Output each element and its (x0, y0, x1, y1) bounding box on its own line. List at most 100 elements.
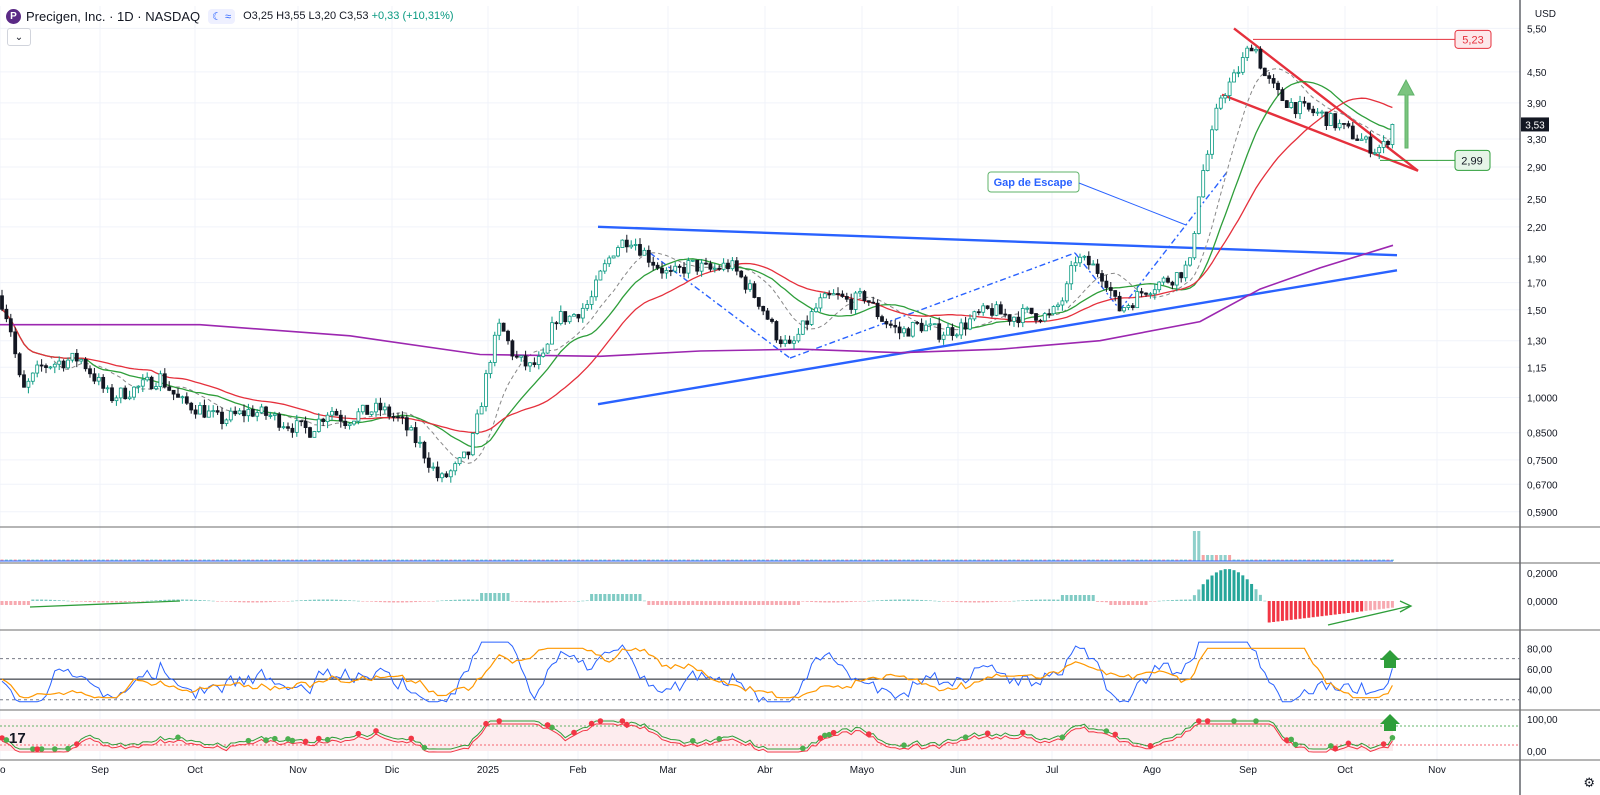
session-pill[interactable]: ☾ ≈ (208, 8, 236, 24)
volume-bar (590, 559, 594, 561)
x-tick-label: go (0, 765, 6, 776)
volume-bar (185, 559, 189, 561)
candle-body (1258, 48, 1263, 69)
candle-body (1364, 136, 1368, 140)
oscillator-bar (1254, 589, 1258, 601)
candle-body (1122, 307, 1126, 312)
volume-bar (836, 559, 840, 561)
candle-body (404, 417, 409, 431)
volume-bar (554, 559, 558, 561)
oscillator-bar (233, 601, 237, 603)
volume-bar (1184, 559, 1188, 561)
volume-bar (1104, 559, 1108, 561)
candle-body (1183, 264, 1188, 279)
volume-bar (634, 559, 638, 561)
oscillator-bar (744, 601, 748, 605)
volume-bar (700, 559, 704, 561)
candle-body (374, 402, 378, 413)
candle-body (290, 427, 295, 433)
tradingview-logo[interactable]: 17 (9, 730, 26, 747)
axes: 5,50 4,50 3,90 3,30 2,90 2,50 2,20 1,90 1,70 1,50… (0, 24, 1558, 776)
candle-body (809, 311, 814, 325)
oscillator-bar (572, 601, 576, 602)
oscillator-bar (453, 599, 457, 601)
candle-body (44, 365, 48, 368)
candle-body (4, 308, 9, 320)
candle-body (1157, 281, 1162, 291)
volume-bar (1148, 559, 1152, 561)
candle-body (220, 411, 224, 424)
candle-body (651, 261, 656, 266)
volume-bar (770, 559, 774, 561)
oscillator-bar (1104, 601, 1108, 603)
x-tick-label: Oct (1337, 765, 1353, 776)
volume-bar (818, 559, 822, 561)
oscillator-bar (1360, 601, 1364, 612)
oscillator-bar (145, 600, 149, 602)
oscillator-bar (911, 599, 915, 601)
volume-bar (1157, 559, 1161, 561)
volume-bar (933, 559, 937, 561)
volume-bar (1008, 559, 1012, 561)
oscillator-bar (268, 601, 272, 603)
candle-body (629, 244, 634, 248)
candle-body (250, 409, 255, 417)
volume-bar (713, 559, 717, 561)
candle-body (88, 368, 92, 375)
volume-bar (132, 559, 136, 561)
volume-bar (840, 559, 844, 561)
candle-body (1073, 262, 1078, 267)
oscillator-bar (1263, 600, 1267, 602)
oscillator-bar (1258, 594, 1262, 601)
volume-bar (229, 559, 233, 561)
candle-body (176, 393, 180, 398)
candle-body (127, 396, 132, 400)
oscillator-bar (1307, 601, 1311, 618)
candle-body (594, 279, 598, 298)
candle-body (932, 323, 937, 326)
candle-body (162, 373, 167, 388)
currency-label[interactable]: USD (1534, 9, 1556, 20)
candle-body (1166, 277, 1170, 283)
candle-body (664, 270, 669, 274)
moon-icon: ☾ ≈ (212, 10, 232, 23)
volume-bar (1214, 555, 1218, 561)
candle-body (1034, 313, 1038, 321)
candle-body (215, 410, 220, 413)
collapse-button[interactable]: ⌄ (7, 28, 31, 46)
oscillator-bar (1333, 601, 1337, 615)
volume-bar (396, 559, 400, 561)
volume-bar (1280, 559, 1284, 561)
oscillator-bar (488, 593, 492, 601)
volume-bar (57, 559, 61, 561)
y-tick-label: 1,90 (1527, 255, 1547, 266)
volume-bar (638, 559, 642, 561)
oscillator-bar (884, 599, 888, 601)
y-tick-label: 2,50 (1527, 195, 1547, 206)
oscillator-bar (1294, 601, 1298, 620)
volume-bar (370, 559, 374, 561)
gear-icon[interactable]: ⚙ (1583, 775, 1595, 790)
rsi-tick-label: 80,00 (1527, 644, 1552, 655)
volume-bar (216, 559, 220, 561)
oscillator-bar (35, 599, 39, 601)
candle-body (814, 307, 818, 313)
oscillator-bar (1153, 601, 1157, 602)
candle-body (1029, 307, 1034, 314)
oscillator-bar (106, 601, 110, 603)
volume-bar (783, 559, 787, 561)
candle-body (224, 419, 229, 424)
symbol-title[interactable]: Precigen, Inc. · 1D · NASDAQ (26, 8, 201, 24)
indicator-cross-dot (826, 731, 832, 738)
oscillator-bar (581, 600, 585, 602)
oscillator-bar (449, 599, 453, 601)
candle-body (70, 352, 75, 361)
oscillator-bar (788, 601, 792, 605)
volume-bar (1294, 559, 1298, 561)
volume-bar (150, 559, 154, 561)
oscillator-bar (537, 601, 541, 603)
volume-bar (722, 559, 726, 561)
indicator-cross-dot (1253, 718, 1259, 724)
oscillator-bar (348, 600, 352, 601)
